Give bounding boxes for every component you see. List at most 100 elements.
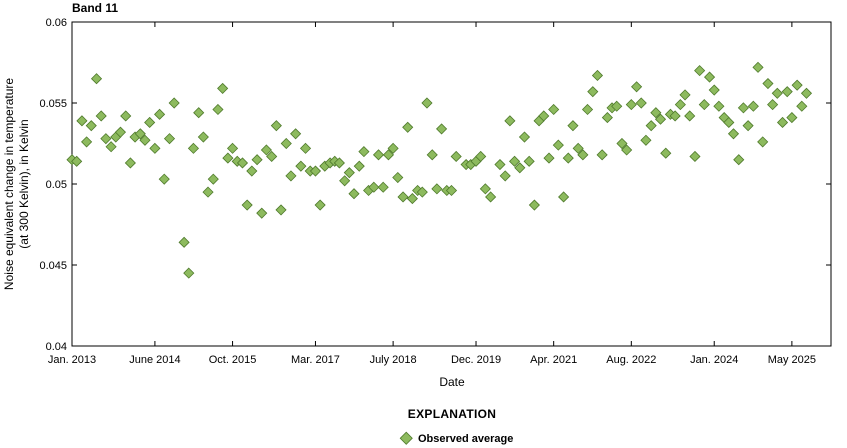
y-axis-title-line-2: (at 300 Kelvin), in Kelvin: [17, 119, 31, 248]
data-point: [339, 175, 351, 187]
data-point: [616, 137, 628, 150]
data-point: [168, 97, 180, 109]
data-point: [290, 128, 302, 140]
data-point: [654, 113, 667, 125]
data-point: [392, 171, 404, 184]
data-point: [791, 79, 803, 91]
data-point: [251, 154, 263, 166]
data-point: [95, 110, 107, 122]
x-tick-label: Jan. 2024: [690, 354, 738, 366]
data-point: [450, 150, 462, 163]
data-point: [747, 100, 759, 112]
legend-marker-diamond: [399, 431, 413, 445]
data-point: [596, 149, 608, 161]
data-point: [796, 100, 808, 112]
data-point: [767, 99, 779, 111]
data-point: [581, 103, 594, 116]
data-point: [508, 155, 521, 167]
data-point: [226, 142, 239, 154]
data-point: [757, 136, 769, 148]
data-point: [299, 142, 312, 154]
data-point: [684, 110, 696, 122]
data-point: [694, 65, 706, 77]
data-point: [645, 120, 657, 132]
data-point: [558, 191, 570, 203]
data-point: [523, 155, 535, 167]
data-point: [149, 142, 161, 154]
data-point: [698, 99, 710, 111]
y-tick-label: 0.045: [39, 260, 67, 272]
data-point: [660, 147, 672, 159]
data-point: [752, 61, 764, 73]
data-point: [120, 110, 132, 122]
x-tick-label: July 2018: [370, 354, 417, 366]
data-point: [348, 188, 360, 200]
y-tick-label: 0.05: [46, 179, 67, 191]
data-point: [71, 155, 83, 167]
data-point: [246, 165, 258, 177]
data-point: [285, 170, 297, 182]
legend-entry-observed-average: Observed average: [418, 433, 513, 445]
data-point: [377, 181, 389, 193]
data-point: [222, 152, 234, 164]
x-tick-label: June 2014: [129, 354, 180, 366]
data-point: [343, 167, 355, 179]
data-point: [100, 133, 112, 145]
data-point: [567, 120, 579, 132]
y-axis: 0.04 0.045 0.05 0.055 0.06: [39, 17, 831, 353]
data-point: [543, 152, 555, 164]
data-point: [494, 158, 506, 171]
data-point: [76, 115, 88, 127]
data-point: [426, 149, 438, 161]
x-axis: Jan. 2013 June 2014 Oct. 2015 Mar. 2017 July…: [48, 22, 816, 366]
data-point: [207, 173, 219, 185]
data-point: [114, 126, 127, 138]
data-point: [212, 103, 224, 116]
data-point: [187, 142, 200, 154]
data-point: [431, 183, 443, 195]
data-point: [85, 120, 97, 132]
data-point: [621, 144, 633, 156]
data-point: [241, 199, 253, 211]
x-tick-label: Oct. 2015: [209, 354, 257, 366]
data-point: [552, 139, 564, 151]
data-point: [562, 152, 574, 164]
legend: EXPLANATION Observed average: [399, 407, 513, 445]
data-point: [587, 86, 599, 98]
data-point: [197, 131, 209, 143]
data-point: [314, 199, 326, 211]
data-point: [737, 102, 749, 114]
data-point: [679, 89, 691, 101]
x-tick-label: Apr. 2021: [530, 354, 577, 366]
legend-title: EXPLANATION: [408, 407, 496, 421]
data-point: [669, 110, 681, 122]
data-point: [358, 146, 370, 158]
data-point: [256, 207, 268, 219]
data-points: [66, 61, 813, 279]
data-point: [372, 149, 385, 161]
data-point: [158, 173, 170, 185]
data-point: [485, 191, 497, 203]
data-point: [762, 77, 774, 90]
data-point: [800, 87, 813, 99]
data-point: [708, 84, 720, 96]
data-point: [217, 82, 229, 94]
y-tick-label: 0.06: [46, 17, 67, 29]
data-point: [689, 150, 701, 163]
data-point: [266, 150, 278, 163]
data-point: [154, 108, 166, 120]
data-point: [382, 149, 395, 161]
data-point: [572, 142, 584, 154]
data-point: [90, 73, 103, 85]
x-tick-label: May 2025: [768, 354, 816, 366]
data-point: [781, 86, 793, 98]
data-point: [631, 81, 643, 93]
data-point: [703, 71, 716, 83]
data-point: [640, 134, 652, 146]
data-point: [742, 120, 754, 132]
data-point: [397, 191, 409, 203]
data-point: [786, 112, 798, 124]
data-point: [723, 116, 735, 129]
data-point: [713, 100, 725, 112]
data-point: [776, 116, 789, 129]
